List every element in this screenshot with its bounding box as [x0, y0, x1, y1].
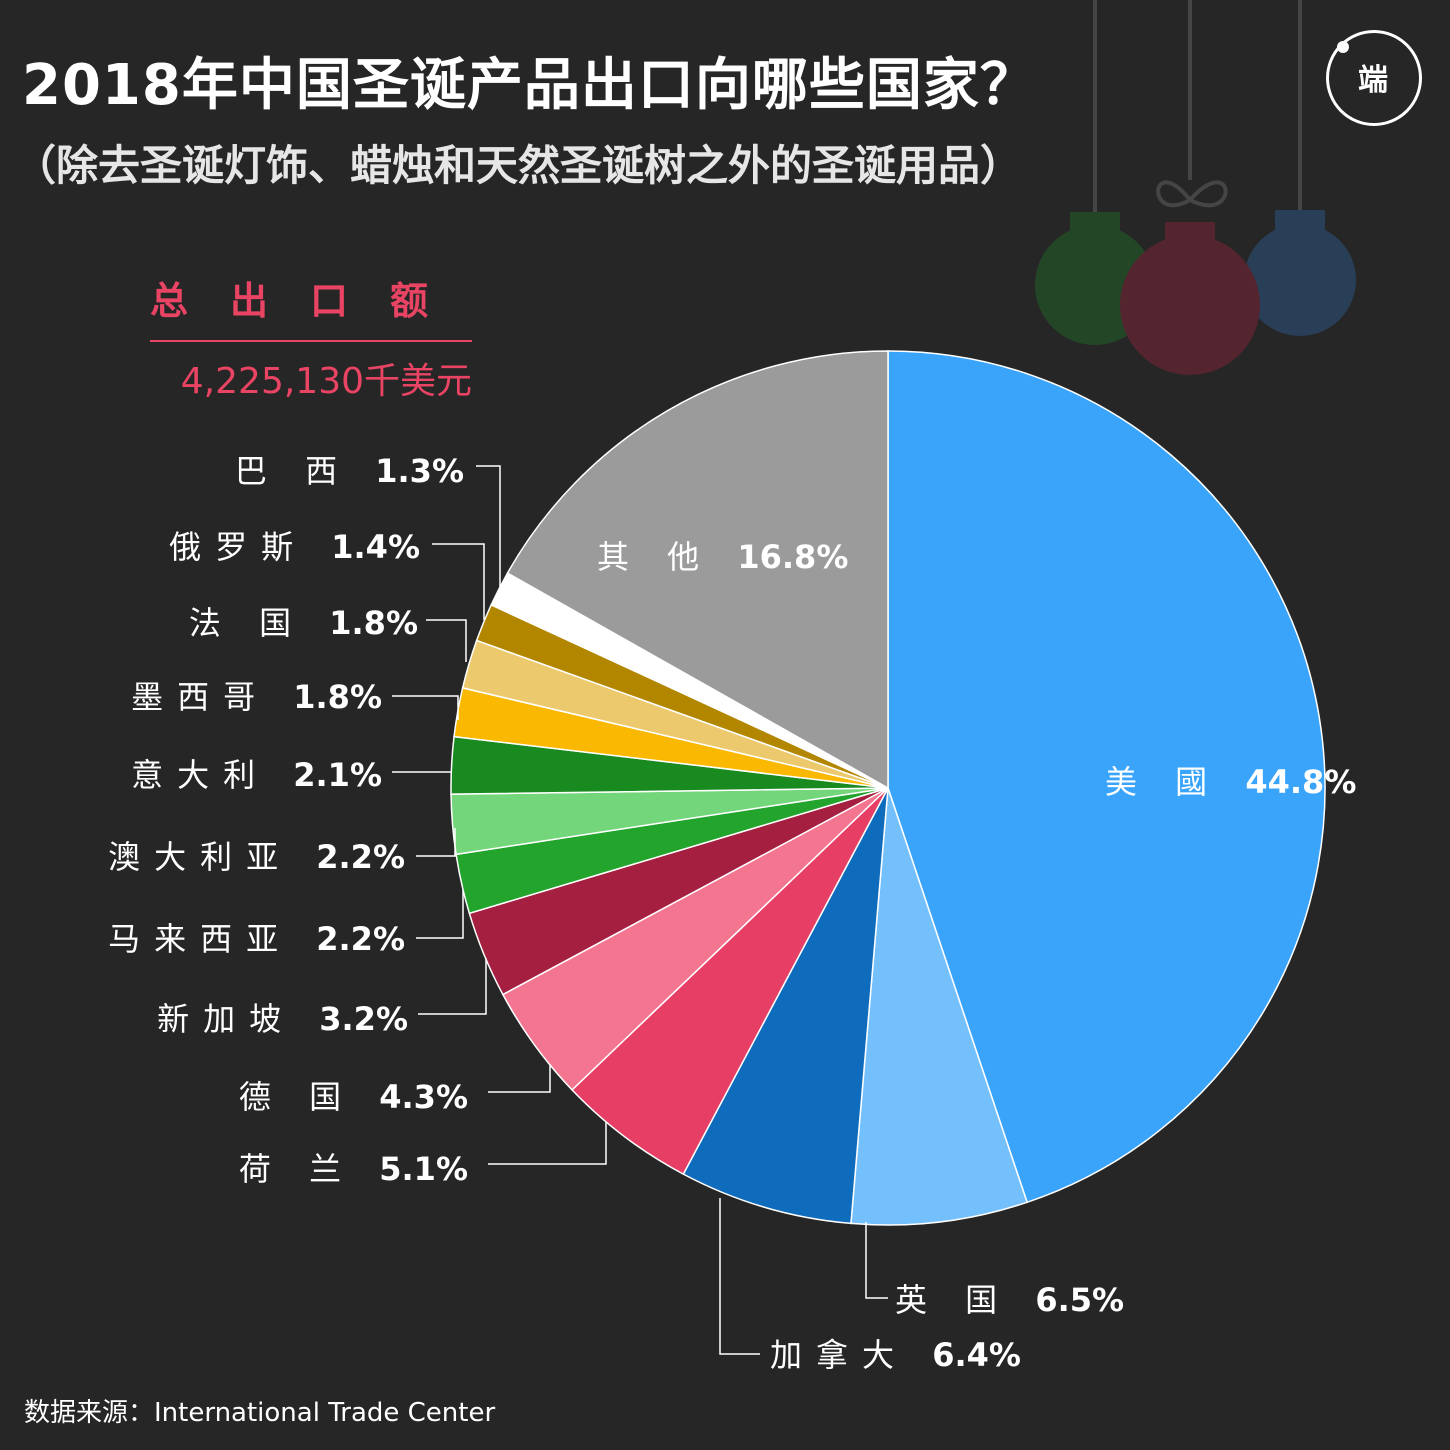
- slice-name-其他: 其 他: [597, 538, 737, 576]
- slice-name-英国: 英 国: [895, 1281, 1035, 1319]
- total-divider: [150, 340, 472, 342]
- chart-title: 2018年中国圣诞产品出口向哪些国家？: [22, 53, 1037, 118]
- slice-value-俄罗斯: 1.4%: [331, 528, 420, 566]
- leader-line-巴西: [476, 465, 501, 590]
- slice-value-加拿大: 6.4%: [932, 1336, 1021, 1374]
- slice-value-马来西亚: 2.2%: [316, 920, 405, 958]
- slice-name-法国: 法 国: [189, 604, 329, 642]
- slice-label-巴西: 巴 西 1.3%: [235, 452, 464, 490]
- slice-value-荷兰: 5.1%: [379, 1150, 468, 1188]
- slice-value-德国: 4.3%: [379, 1078, 468, 1116]
- slice-label-新加坡: 新加坡 3.2%: [157, 1000, 408, 1038]
- slice-name-荷兰: 荷 兰: [239, 1150, 379, 1188]
- slice-name-澳大利亚: 澳大利亚: [108, 838, 316, 876]
- leader-line-荷兰: [488, 1122, 607, 1165]
- slice-value-其他: 16.8%: [737, 538, 848, 576]
- slice-label-加拿大: 加拿大 6.4%: [770, 1336, 1021, 1374]
- slice-value-意大利: 2.1%: [293, 756, 382, 794]
- slice-label-马来西亚: 马来西亚 2.2%: [108, 920, 405, 958]
- slice-value-英国: 6.5%: [1035, 1281, 1124, 1319]
- logo-dot: [1337, 41, 1349, 53]
- leader-line-新加坡: [418, 958, 487, 1015]
- pie-slice-加拿大: [682, 787, 889, 1225]
- slice-value-墨西哥: 1.8%: [293, 678, 382, 716]
- leader-line-马来西亚: [416, 890, 464, 939]
- slice-label-荷兰: 荷 兰 5.1%: [239, 1150, 468, 1188]
- slice-label-意大利: 意大利 2.1%: [131, 756, 382, 794]
- pie-slice-英国: [850, 787, 1029, 1226]
- slice-value-巴西: 1.3%: [375, 452, 464, 490]
- data-source: 数据来源：International Trade Center: [24, 1398, 496, 1428]
- duan-logo-icon: 端: [1326, 30, 1422, 126]
- logo-text: 端: [1358, 63, 1390, 98]
- slice-name-俄罗斯: 俄罗斯: [169, 528, 331, 566]
- slice-value-美國: 44.8%: [1245, 763, 1356, 801]
- leader-line-澳大利亚: [416, 828, 456, 857]
- total-exports-label: 总出口额: [150, 279, 471, 323]
- pie-slice-其他: [506, 350, 889, 790]
- slice-value-新加坡: 3.2%: [319, 1000, 408, 1038]
- leader-line-俄罗斯: [432, 543, 485, 620]
- slice-name-加拿大: 加拿大: [770, 1336, 932, 1374]
- slice-label-澳大利亚: 澳大利亚 2.2%: [108, 838, 405, 876]
- slice-label-德国: 德 国 4.3%: [239, 1078, 468, 1116]
- slice-name-德国: 德 国: [239, 1078, 379, 1116]
- leader-line-英国: [865, 1222, 888, 1299]
- total-exports-value: 4,225,130千美元: [180, 361, 472, 402]
- slice-name-墨西哥: 墨西哥: [131, 678, 293, 716]
- pie-slice-美國: [887, 350, 1326, 1204]
- pie-slice-荷兰: [570, 787, 889, 1176]
- ornament-decoration: [1035, 0, 1356, 375]
- leader-line-加拿大: [719, 1198, 760, 1355]
- slice-name-巴西: 巴 西: [235, 452, 375, 490]
- slice-name-美國: 美 國: [1105, 763, 1245, 801]
- slice-label-其他: 其 他 16.8%: [597, 538, 848, 576]
- slice-name-意大利: 意大利: [131, 756, 293, 794]
- leader-line-墨西哥: [392, 695, 459, 720]
- slice-value-澳大利亚: 2.2%: [316, 838, 405, 876]
- chart-subtitle: （除去圣诞灯饰、蜡烛和天然圣诞树之外的圣诞用品）: [14, 141, 1023, 190]
- slice-label-俄罗斯: 俄罗斯 1.4%: [169, 528, 420, 566]
- slice-label-英国: 英 国 6.5%: [895, 1281, 1124, 1319]
- slice-label-美國: 美 國 44.8%: [1105, 763, 1356, 801]
- slice-name-新加坡: 新加坡: [157, 1000, 319, 1038]
- leader-line-德国: [488, 1064, 551, 1093]
- slice-name-马来西亚: 马来西亚: [108, 920, 316, 958]
- slice-value-法国: 1.8%: [329, 604, 418, 642]
- leader-line-法国: [426, 619, 467, 662]
- slice-label-墨西哥: 墨西哥 1.8%: [131, 678, 382, 716]
- slice-label-法国: 法 国 1.8%: [189, 604, 418, 642]
